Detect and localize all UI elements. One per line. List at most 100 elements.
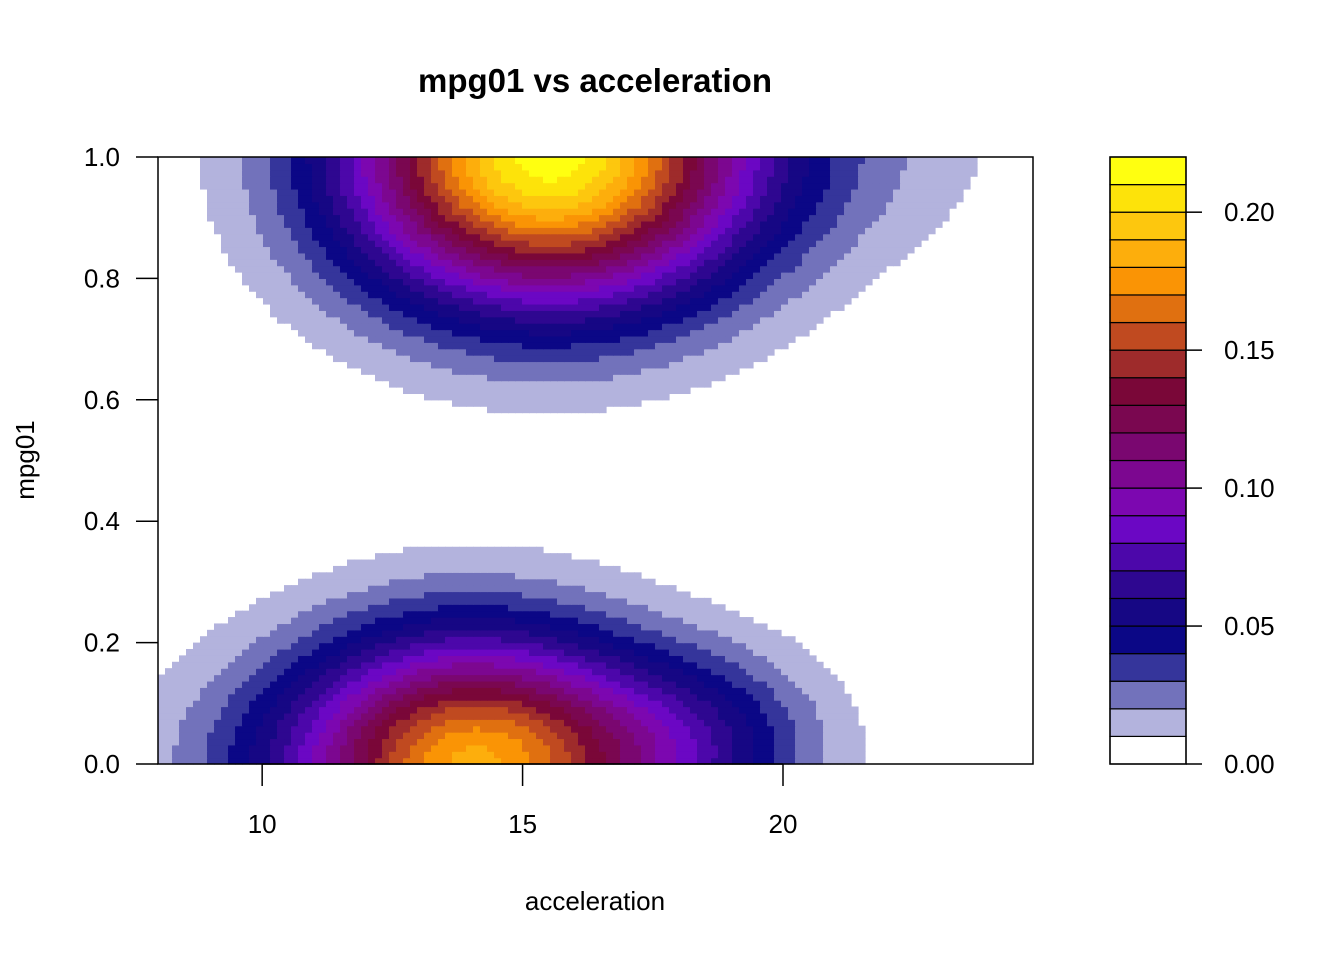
- density-cell: [382, 297, 390, 305]
- density-cell: [795, 316, 803, 324]
- density-cell: [571, 617, 579, 625]
- density-cell: [662, 604, 670, 612]
- density-cell: [403, 585, 411, 593]
- density-cell: [375, 629, 383, 637]
- density-cell: [389, 272, 397, 279]
- density-cell: [718, 687, 726, 695]
- density-cell: [599, 284, 607, 292]
- density-cell: [193, 725, 201, 733]
- density-cell: [641, 259, 649, 267]
- density-cell: [466, 374, 474, 382]
- density-cell: [508, 323, 516, 331]
- density-cell: [921, 220, 929, 228]
- density-cell: [816, 757, 824, 765]
- density-cell: [403, 674, 411, 682]
- density-cell: [634, 246, 642, 254]
- density-cell: [438, 661, 446, 669]
- density-cell: [690, 303, 698, 311]
- density-cell: [606, 323, 614, 331]
- density-cell: [200, 642, 208, 650]
- density-cell: [466, 380, 474, 388]
- density-cell: [431, 252, 439, 260]
- density-cell: [172, 668, 180, 676]
- density-cell: [494, 610, 502, 618]
- density-cell: [774, 310, 782, 318]
- density-cell: [739, 719, 747, 727]
- density-cell: [879, 220, 887, 228]
- density-cell: [326, 642, 334, 650]
- density-cell: [438, 617, 446, 625]
- density-cell: [767, 712, 775, 720]
- density-cell: [599, 597, 607, 605]
- density-cell: [480, 265, 488, 273]
- density-cell: [410, 233, 418, 241]
- density-cell: [473, 342, 481, 350]
- density-cell: [795, 712, 803, 720]
- density-cell: [242, 744, 250, 752]
- density-cell: [410, 655, 418, 663]
- density-cell: [305, 278, 313, 286]
- density-cell: [648, 291, 656, 299]
- density-cell: [452, 642, 460, 650]
- density-cell: [305, 636, 313, 644]
- density-cell: [165, 687, 173, 695]
- density-cell: [452, 387, 460, 395]
- density-cell: [361, 259, 369, 267]
- density-cell: [599, 655, 607, 663]
- density-cell: [620, 751, 628, 759]
- density-cell: [564, 284, 572, 292]
- density-cell: [501, 572, 509, 580]
- density-cell: [725, 335, 733, 343]
- density-cell: [760, 233, 768, 241]
- density-cell: [291, 297, 299, 305]
- density-cell: [389, 348, 397, 356]
- density-cell: [340, 693, 348, 701]
- density-cell: [347, 751, 355, 759]
- density-cell: [473, 674, 481, 682]
- density-cell: [417, 323, 425, 331]
- density-cell: [669, 597, 677, 605]
- density-cell: [536, 380, 544, 388]
- density-cell: [753, 725, 761, 733]
- density-cell: [403, 265, 411, 273]
- density-cell: [648, 591, 656, 599]
- density-cell: [802, 700, 810, 708]
- density-cell: [907, 240, 915, 248]
- density-cell: [284, 668, 292, 676]
- density-cell: [781, 661, 789, 669]
- density-cell: [256, 668, 264, 676]
- density-cell: [193, 732, 201, 740]
- density-cell: [263, 674, 271, 682]
- density-cell: [606, 578, 614, 586]
- density-cell: [221, 220, 229, 228]
- density-cell: [585, 565, 593, 573]
- density-cell: [697, 329, 705, 337]
- density-cell: [473, 744, 481, 752]
- density-cell: [704, 297, 712, 305]
- density-cell: [662, 329, 670, 337]
- density-cell: [620, 661, 628, 669]
- density-cell: [550, 259, 558, 267]
- density-cell: [382, 367, 390, 375]
- density-cell: [816, 265, 824, 273]
- density-cell: [613, 706, 621, 714]
- density-cell: [690, 744, 698, 752]
- density-cell: [354, 220, 362, 228]
- density-cell: [690, 252, 698, 260]
- density-cell: [242, 220, 250, 228]
- density-cell: [235, 674, 243, 682]
- density-cell: [620, 303, 628, 311]
- density-cell: [564, 610, 572, 618]
- density-cell: [550, 278, 558, 286]
- density-cell: [592, 380, 600, 388]
- density-cell: [725, 310, 733, 318]
- density-cell: [613, 642, 621, 650]
- density-cell: [277, 265, 285, 273]
- density-cell: [410, 214, 418, 222]
- density-cell: [641, 214, 649, 222]
- density-cell: [382, 329, 390, 337]
- density-cell: [319, 661, 327, 669]
- density-cell: [256, 278, 264, 286]
- density-cell: [445, 361, 453, 369]
- density-cell: [417, 348, 425, 356]
